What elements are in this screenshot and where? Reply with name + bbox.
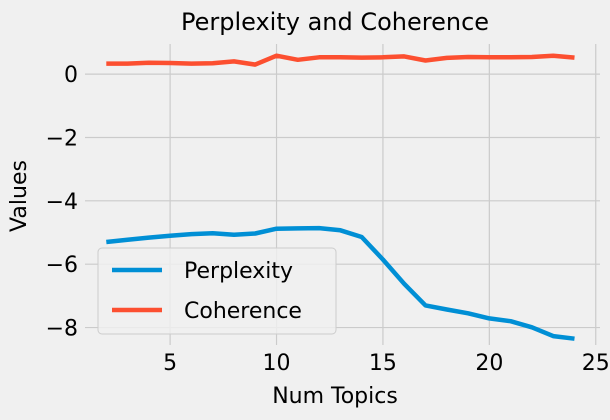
series-line-perplexity [106,225,575,341]
series-layer [106,53,575,341]
grid [85,44,600,345]
series-line-coherence [106,53,575,67]
y-tick-label: −8 [46,317,78,342]
y-tick-label: 0 [64,63,78,88]
x-tick-label: 5 [163,351,177,376]
y-tick-label: −2 [46,126,78,151]
legend-label-coherence: Coherence [184,299,302,324]
x-tick-label: 15 [369,351,397,376]
chart-title: Perplexity and Coherence [181,8,489,36]
y-tick-label: −4 [46,190,78,215]
x-tick-label: 25 [582,351,610,376]
x-axis-label: Num Topics [272,384,398,409]
legend-label-perplexity: Perplexity [184,259,293,284]
x-tick-label: 10 [263,351,291,376]
tick-labels: 5 10 15 20 25 0 −2 −4 −6 −8 [46,63,610,376]
x-tick-label: 20 [475,351,503,376]
y-axis-label: Values [7,160,32,232]
legend: Perplexity Coherence [97,247,337,335]
y-tick-label: −6 [46,253,78,278]
